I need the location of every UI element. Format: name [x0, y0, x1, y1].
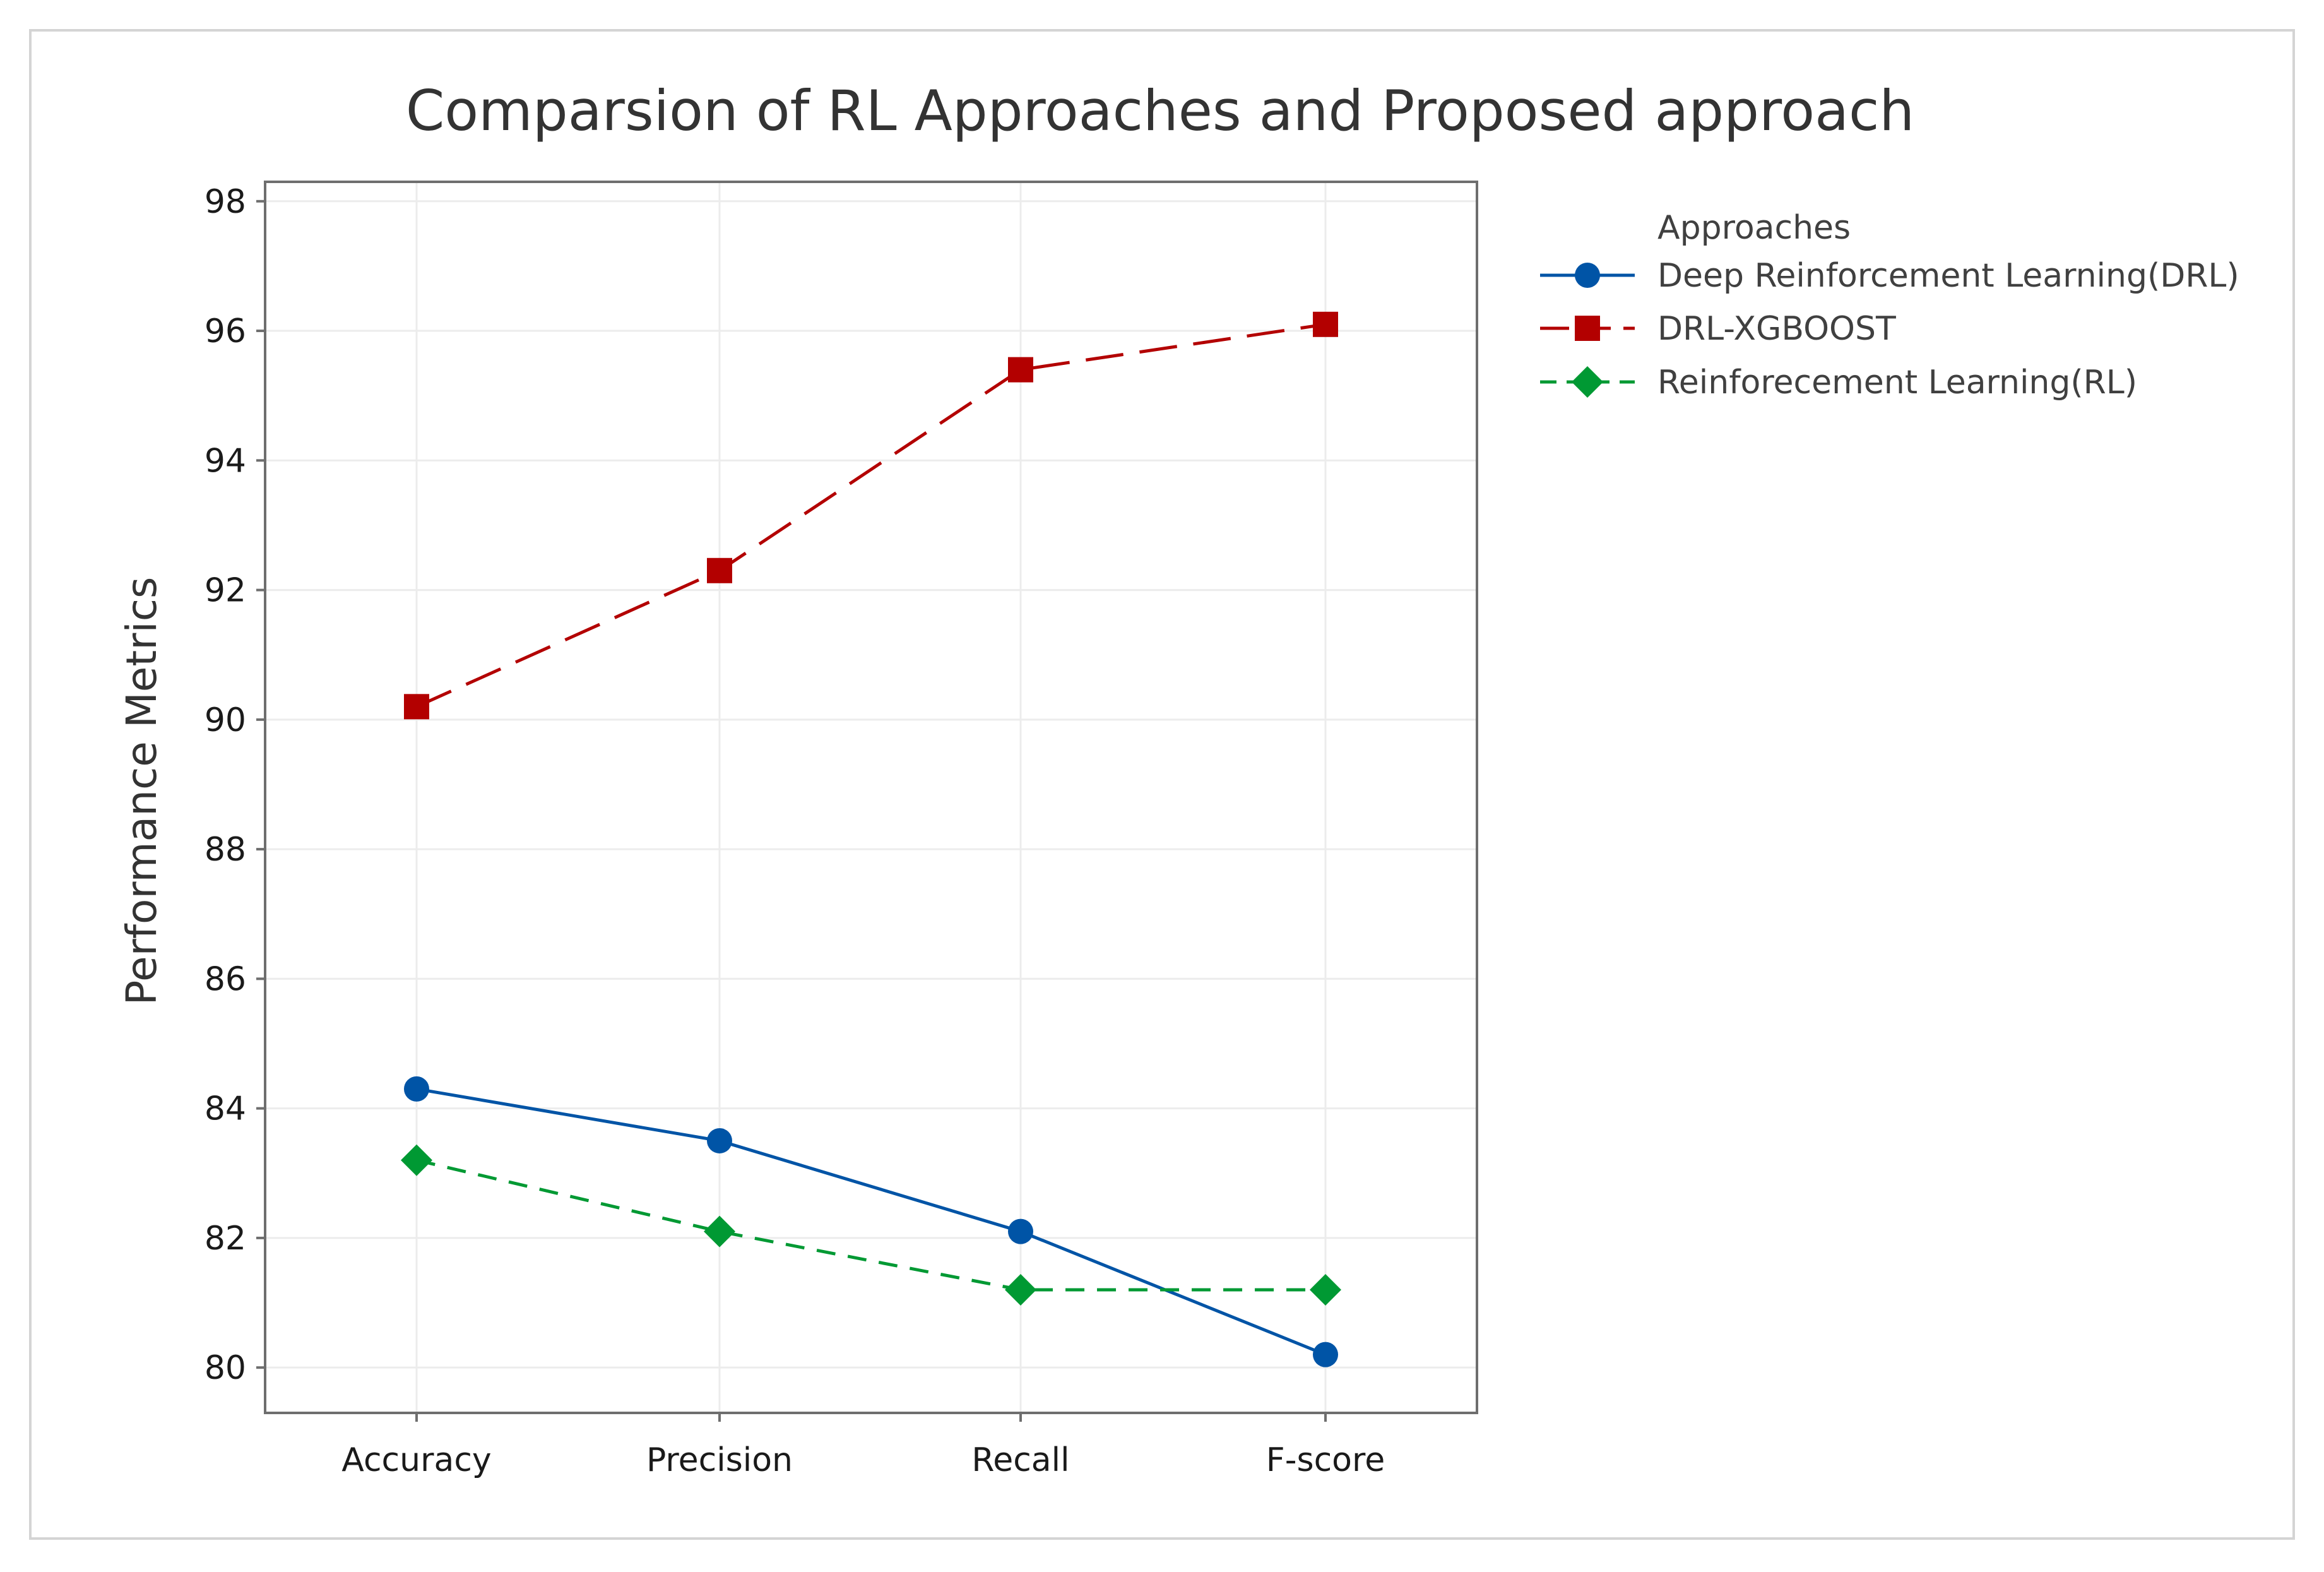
y-tick-label: 98: [205, 183, 246, 221]
legend-title: Approaches: [1657, 209, 1851, 247]
legend-label: Reinforecement Learning(RL): [1657, 364, 2137, 402]
y-tick-label: 90: [205, 701, 246, 739]
x-tick-label: Recall: [971, 1441, 1069, 1479]
legend-label: DRL-XGBOOST: [1657, 310, 1896, 348]
y-tick-label: 96: [205, 313, 246, 350]
chart-container: Comparsion of RL Approaches and Proposed…: [0, 0, 2324, 1569]
y-axis-label: Performance Metrics: [117, 577, 166, 1006]
data-point: [1313, 1342, 1338, 1367]
legend-marker: [1575, 263, 1600, 288]
data-point: [1008, 357, 1033, 383]
y-tick-label: 86: [205, 960, 246, 998]
data-point: [1008, 1219, 1033, 1244]
y-tick-label: 88: [205, 831, 246, 869]
y-tick-label: 94: [205, 442, 246, 480]
y-tick-label: 80: [205, 1349, 246, 1387]
line-chart: Comparsion of RL Approaches and Proposed…: [0, 0, 2324, 1569]
data-point: [404, 694, 429, 719]
y-tick-label: 92: [205, 572, 246, 610]
legend-marker: [1575, 316, 1600, 341]
x-tick-label: Precision: [646, 1441, 793, 1479]
data-point: [707, 1128, 732, 1153]
x-tick-label: Accuracy: [341, 1441, 491, 1479]
y-tick-label: 82: [205, 1220, 246, 1258]
chart-title: Comparsion of RL Approaches and Proposed…: [406, 78, 1914, 143]
data-point: [404, 1076, 429, 1102]
y-tick-label: 84: [205, 1090, 246, 1128]
x-tick-label: F-score: [1266, 1441, 1385, 1479]
data-point: [1313, 312, 1338, 337]
data-point: [707, 558, 732, 583]
legend-label: Deep Reinforcement Learning(DRL): [1657, 257, 2239, 295]
